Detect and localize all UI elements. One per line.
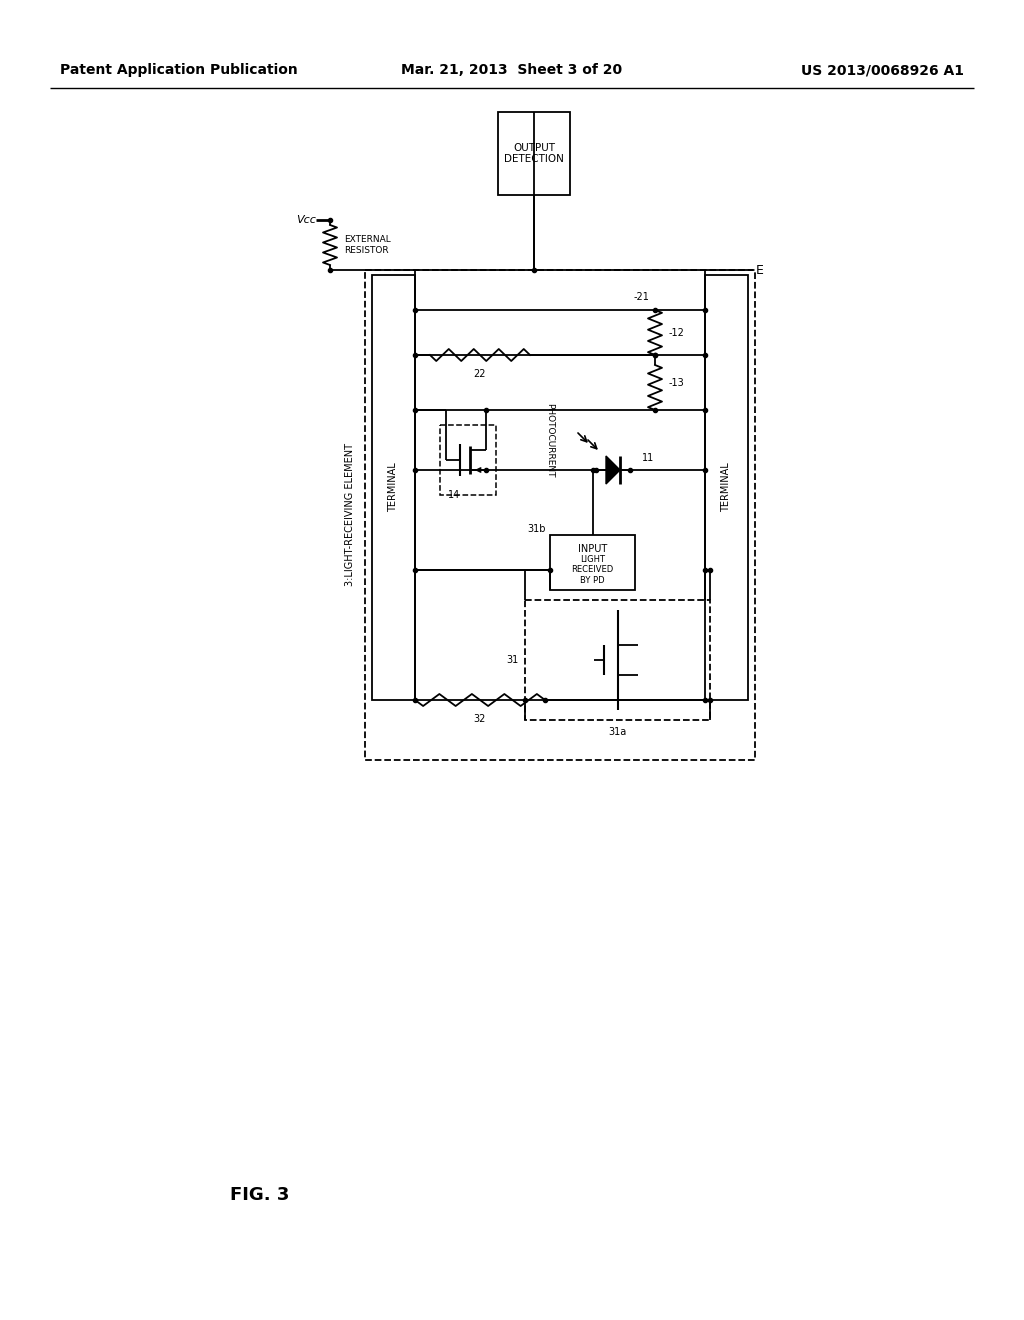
Bar — [705, 275, 748, 700]
Bar — [498, 112, 570, 195]
Text: LIGHT
RECEIVED
BY PD: LIGHT RECEIVED BY PD — [571, 556, 613, 585]
Text: TERMINAL: TERMINAL — [722, 462, 731, 512]
Text: OUTPUT
DETECTION: OUTPUT DETECTION — [504, 143, 564, 164]
Text: -13: -13 — [669, 378, 685, 388]
Text: -21: -21 — [633, 292, 649, 302]
Text: EXTERNAL
RESISTOR: EXTERNAL RESISTOR — [344, 235, 391, 255]
Text: PHOTOCURRENT: PHOTOCURRENT — [546, 403, 555, 478]
Text: 31: 31 — [507, 655, 519, 665]
Text: 31a: 31a — [608, 727, 627, 737]
Bar — [550, 535, 635, 590]
Text: 14: 14 — [447, 490, 460, 500]
Bar — [525, 601, 710, 719]
Text: E: E — [756, 264, 764, 276]
Polygon shape — [606, 455, 620, 484]
Text: Mar. 21, 2013  Sheet 3 of 20: Mar. 21, 2013 Sheet 3 of 20 — [401, 63, 623, 77]
Text: Patent Application Publication: Patent Application Publication — [60, 63, 298, 77]
Text: Vcc: Vcc — [296, 215, 316, 224]
Text: INPUT: INPUT — [578, 544, 607, 554]
Bar — [372, 275, 415, 700]
Text: 11: 11 — [642, 453, 654, 463]
Text: TERMINAL: TERMINAL — [388, 462, 398, 512]
Text: 32: 32 — [474, 714, 486, 723]
Text: FIG. 3: FIG. 3 — [230, 1185, 290, 1204]
Text: US 2013/0068926 A1: US 2013/0068926 A1 — [801, 63, 964, 77]
Text: 31b: 31b — [527, 524, 546, 535]
Text: 3:LIGHT-RECEIVING ELEMENT: 3:LIGHT-RECEIVING ELEMENT — [345, 444, 355, 586]
Text: 22: 22 — [474, 370, 486, 379]
Bar — [440, 425, 496, 495]
Bar — [365, 271, 755, 760]
Text: -12: -12 — [669, 327, 685, 338]
